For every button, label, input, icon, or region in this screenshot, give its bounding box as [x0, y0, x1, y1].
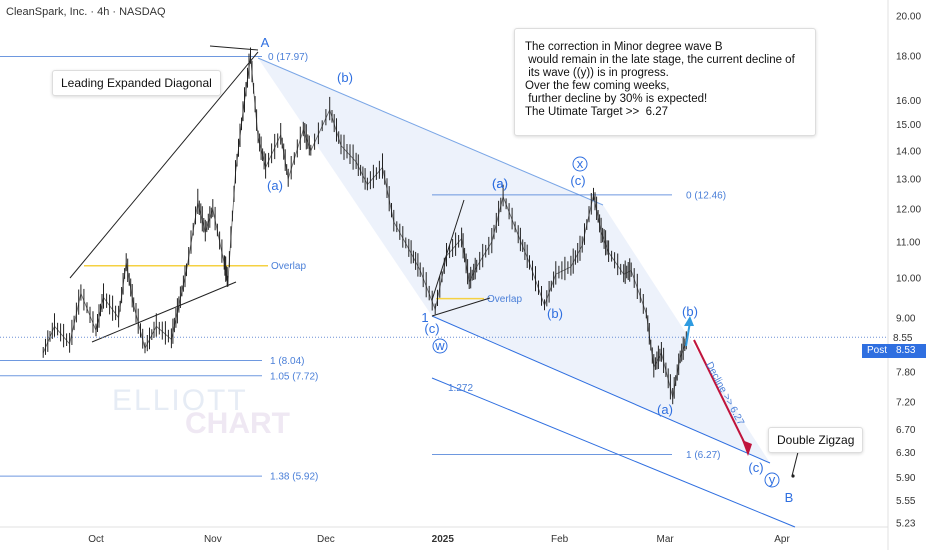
x-tick-label: Dec — [317, 534, 335, 545]
y-tick-label: 5.23 — [896, 519, 916, 530]
triangle-lower-line — [431, 297, 491, 317]
x-tick-label: Mar — [657, 534, 675, 545]
wave-label: (b) — [547, 306, 563, 321]
y-tick-label: 13.00 — [896, 174, 921, 185]
projection-arrowhead — [742, 440, 752, 456]
watermark-text: CHART — [185, 407, 290, 440]
channel-upper-line — [257, 57, 604, 206]
leading-diagonal-callout: Leading Expanded Diagonal — [52, 70, 221, 96]
note-line: Over the few coming weeks, — [525, 80, 670, 92]
y-tick-label: 12.00 — [896, 205, 921, 216]
fib-level-label: 1.05 (7.72) — [270, 371, 318, 382]
note-line: further decline by 30% is expected! — [525, 93, 708, 105]
chart-header: CleanSpark, Inc. · 4h · NASDAQ — [6, 6, 166, 18]
wave-circle — [432, 338, 448, 354]
wave-label: (c) — [748, 460, 763, 475]
wave-label: (a) — [657, 402, 673, 417]
x-tick-label: Apr — [774, 534, 790, 545]
y-tick-label: 7.20 — [896, 398, 916, 409]
fib-level-label: 1.38 (5.92) — [270, 472, 318, 483]
channel-fill — [258, 58, 770, 463]
post-label: Post — [867, 345, 888, 356]
fib-level-label: 1.272 — [448, 383, 473, 394]
analysis-note: The correction in Minor degree wave B wo… — [514, 28, 816, 136]
price-line — [42, 56, 689, 398]
x-tick-label: Oct — [88, 534, 104, 545]
y-tick-label: 14.00 — [896, 146, 921, 157]
y-tick-label: 7.80 — [896, 367, 916, 378]
x-tick-label: Nov — [204, 534, 222, 545]
wave-label: (b) — [682, 304, 698, 319]
y-tick-label: 15.00 — [896, 120, 921, 131]
note-line: The correction in Minor degree wave B — [525, 41, 723, 53]
wave-label: (c) — [424, 321, 439, 336]
wave-label: x — [577, 156, 584, 171]
wave-label: w — [434, 338, 445, 353]
diagonal-lower-line — [91, 281, 237, 343]
x-tick-label: 2025 — [432, 534, 455, 545]
y-tick-label: 18.00 — [896, 51, 921, 62]
wave-label: B — [785, 490, 794, 505]
note-line: would remain in the late stage, the curr… — [525, 54, 795, 66]
channel-1272-line — [431, 377, 796, 528]
wave-circle — [572, 156, 588, 172]
triangle-upper-line — [431, 199, 465, 301]
overlap-label: Overlap — [271, 261, 306, 272]
channel-lower-line — [431, 315, 771, 464]
y-tick-label: 10.00 — [896, 273, 921, 284]
zigzag-dot — [791, 474, 795, 478]
overlap-label: Overlap — [487, 294, 522, 305]
current-price-label: 8.55 — [893, 333, 913, 344]
y-tick-label: 20.00 — [896, 12, 921, 23]
y-tick-label: 11.00 — [896, 237, 921, 248]
y-tick-label: 5.90 — [896, 473, 916, 484]
y-tick-label: 16.00 — [896, 96, 921, 107]
note-line: its wave ((y)) is in progress. — [525, 67, 669, 79]
wave-label: (a) — [492, 176, 508, 191]
wave-label: (a) — [492, 176, 508, 191]
note-line: The Utimate Target >> 6.27 — [525, 106, 668, 118]
fib-level-label: 1 (6.27) — [686, 450, 720, 461]
x-tick-label: Feb — [551, 534, 569, 545]
post-value: 8.53 — [896, 345, 916, 356]
fib-level-label: 1 (8.04) — [270, 356, 304, 367]
wave-label: A — [261, 35, 270, 50]
watermark-text: ELLIOTT — [112, 384, 248, 417]
post-market-tag: Post 8.53 — [862, 344, 926, 358]
wave-circle — [764, 472, 780, 488]
wave-label: 1 — [421, 310, 428, 325]
wave-label: (a) — [267, 178, 283, 193]
fib-level-label: 0 (17.97) — [268, 52, 308, 63]
y-tick-label: 9.00 — [896, 313, 916, 324]
y-tick-label: 6.30 — [896, 448, 916, 459]
wave-label: y — [769, 472, 776, 487]
projection-arrow — [693, 339, 749, 451]
diagonal-upper-line — [69, 51, 259, 279]
wave-label: (c) — [570, 173, 585, 188]
y-tick-label: 5.55 — [896, 496, 916, 507]
double-zigzag-callout: Double Zigzag — [768, 427, 864, 453]
fib-level-label: 0 (12.46) — [686, 190, 726, 201]
wave-b-up-arrowhead — [684, 316, 694, 326]
wave-label: (b) — [337, 70, 353, 85]
y-tick-label: 6.70 — [896, 425, 916, 436]
